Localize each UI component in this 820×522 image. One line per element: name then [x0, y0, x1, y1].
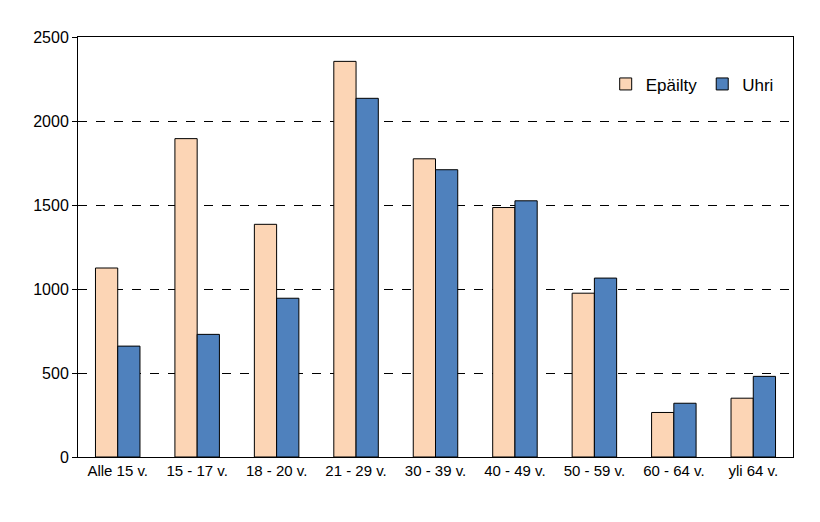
svg-text:Uhri: Uhri: [742, 76, 773, 95]
svg-text:1500: 1500: [33, 197, 69, 214]
svg-text:0: 0: [60, 449, 69, 466]
svg-text:15 - 17 v.: 15 - 17 v.: [166, 462, 227, 479]
svg-text:50 - 59 v.: 50 - 59 v.: [564, 462, 625, 479]
svg-text:yli 64 v.: yli 64 v.: [728, 462, 778, 479]
svg-text:2500: 2500: [33, 29, 69, 46]
svg-text:Epäilty: Epäilty: [646, 76, 698, 95]
svg-text:60 - 64 v.: 60 - 64 v.: [643, 462, 704, 479]
svg-text:18 - 20 v.: 18 - 20 v.: [246, 462, 307, 479]
svg-text:21 - 29 v.: 21 - 29 v.: [325, 462, 386, 479]
svg-text:Alle 15 v.: Alle 15 v.: [87, 462, 148, 479]
svg-text:500: 500: [42, 365, 69, 382]
svg-text:1000: 1000: [33, 281, 69, 298]
svg-text:40 - 49 v.: 40 - 49 v.: [484, 462, 545, 479]
svg-text:2000: 2000: [33, 113, 69, 130]
svg-text:30 - 39 v.: 30 - 39 v.: [405, 462, 466, 479]
